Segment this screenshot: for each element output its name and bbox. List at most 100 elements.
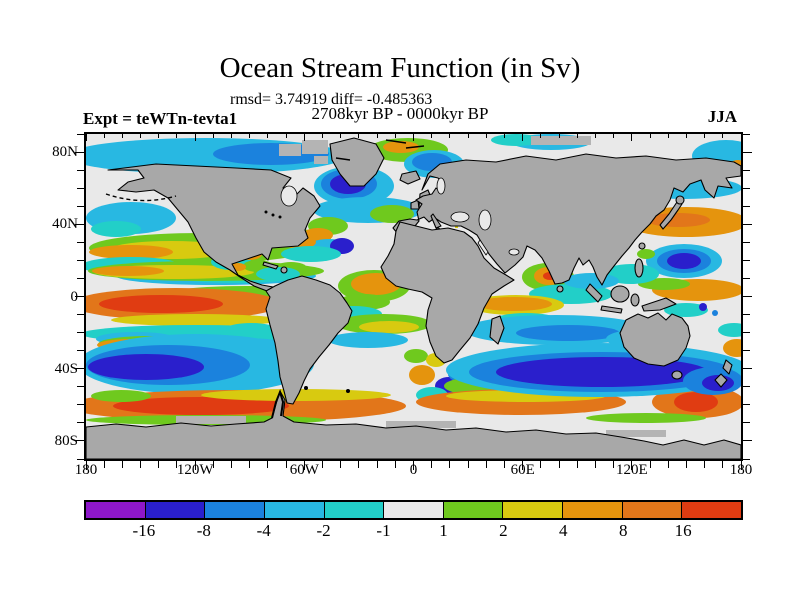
coastline-marks — [105, 139, 425, 419]
x-axis-label: 180 — [74, 462, 98, 478]
y-tick-right — [743, 187, 750, 189]
x-tick-bottom — [522, 461, 524, 470]
y-tick-left — [77, 187, 84, 189]
y-tick-right — [743, 151, 752, 153]
x-tick-bottom — [649, 461, 651, 468]
y-tick-left — [75, 151, 84, 153]
y-tick-left — [77, 422, 84, 424]
x-tick-bottom — [231, 461, 233, 468]
colorbar-segment — [443, 502, 504, 518]
colorbar-labels: -16 -8 -4 -2 -1 1 2 4 8 16 — [84, 521, 743, 543]
x-tick-top — [449, 134, 451, 138]
colorbar-segment — [86, 502, 146, 518]
colorbar-label: -2 — [316, 521, 331, 540]
x-tick-bottom — [740, 461, 742, 470]
x-tick-bottom — [631, 461, 633, 470]
x-tick-top — [231, 134, 233, 138]
x-axis-label: 120E — [615, 462, 648, 478]
y-axis-label: 80S — [54, 432, 78, 449]
x-tick-bottom — [594, 461, 596, 468]
colorbar-label: 16 — [674, 521, 692, 540]
x-tick-top — [667, 134, 669, 138]
y-axis-label: 40S — [54, 360, 78, 377]
x-tick-bottom — [285, 461, 287, 468]
x-tick-bottom — [103, 461, 105, 468]
season-label: JJA — [707, 107, 737, 126]
colorbar — [84, 500, 743, 520]
x-axis-label: 60W — [289, 462, 319, 478]
x-tick-bottom — [158, 461, 160, 468]
x-tick-bottom — [121, 461, 123, 468]
y-tick-left — [77, 205, 84, 207]
y-tick-left — [77, 133, 84, 135]
colorbar-segment — [264, 502, 325, 518]
continents — [86, 136, 741, 459]
plot-title: Ocean Stream Function (in Sv) — [219, 52, 581, 84]
world-map — [86, 134, 741, 459]
y-tick-right — [743, 350, 750, 352]
x-tick-bottom — [394, 461, 396, 468]
colorbar-label: -16 — [132, 521, 156, 540]
y-axis-labels: 80N 40N 0 40S 80S — [36, 134, 78, 459]
map-frame — [75, 132, 752, 470]
colorbar-segment — [324, 502, 385, 518]
y-tick-right — [743, 422, 750, 424]
y-tick-right — [743, 277, 750, 279]
x-tick-top — [340, 134, 342, 138]
y-tick-right — [743, 440, 752, 442]
y-tick-right — [743, 133, 750, 135]
y-tick-left — [77, 169, 84, 171]
y-tick-left — [77, 277, 84, 279]
x-tick-top — [194, 134, 196, 141]
x-tick-bottom — [558, 461, 560, 468]
x-tick-bottom — [303, 461, 305, 470]
y-tick-left — [75, 368, 84, 370]
x-axis-label: 120W — [176, 462, 214, 478]
y-tick-right — [743, 259, 750, 261]
colorbar-segment — [145, 502, 206, 518]
x-tick-bottom — [540, 461, 542, 468]
y-tick-left — [75, 296, 84, 297]
x-tick-top — [176, 134, 178, 138]
x-tick-top — [522, 134, 524, 141]
x-tick-bottom — [685, 461, 687, 468]
x-tick-bottom — [722, 461, 724, 468]
y-tick-right — [743, 205, 750, 207]
x-tick-top — [303, 134, 305, 141]
x-tick-bottom — [212, 461, 214, 468]
island-dots — [264, 210, 350, 393]
x-tick-bottom — [413, 461, 414, 470]
y-tick-right — [743, 314, 750, 316]
y-tick-left — [75, 440, 84, 442]
x-tick-top — [249, 134, 251, 138]
y-tick-left — [77, 332, 84, 334]
x-tick-top — [322, 134, 324, 138]
x-tick-top — [267, 134, 269, 138]
colorbar-label: -8 — [196, 521, 211, 540]
period-line: 2708kyr BP - 0000kyr BP — [311, 104, 489, 123]
x-tick-top — [485, 134, 487, 138]
x-tick-top — [212, 134, 214, 138]
x-tick-bottom — [431, 461, 433, 468]
colorbar-label: 4 — [559, 521, 568, 540]
x-tick-top — [649, 134, 651, 138]
ocean-anomaly-contours — [86, 134, 741, 425]
x-tick-top — [358, 134, 360, 138]
x-tick-top — [285, 134, 287, 138]
x-tick-top — [685, 134, 687, 138]
colorbar-label: 8 — [618, 521, 628, 540]
x-tick-top — [631, 134, 633, 141]
x-tick-bottom — [503, 461, 505, 468]
x-tick-top — [576, 134, 578, 138]
x-axis-label: 180 — [729, 462, 753, 478]
x-tick-bottom — [613, 461, 615, 468]
colorbar-segment — [384, 502, 444, 518]
colorbar-label: 2 — [499, 521, 508, 540]
x-tick-bottom — [449, 461, 451, 468]
x-tick-bottom — [249, 461, 251, 468]
x-tick-bottom — [467, 461, 469, 468]
x-tick-top — [103, 134, 105, 138]
x-tick-bottom — [85, 461, 87, 470]
colorbar-segment — [622, 502, 683, 518]
